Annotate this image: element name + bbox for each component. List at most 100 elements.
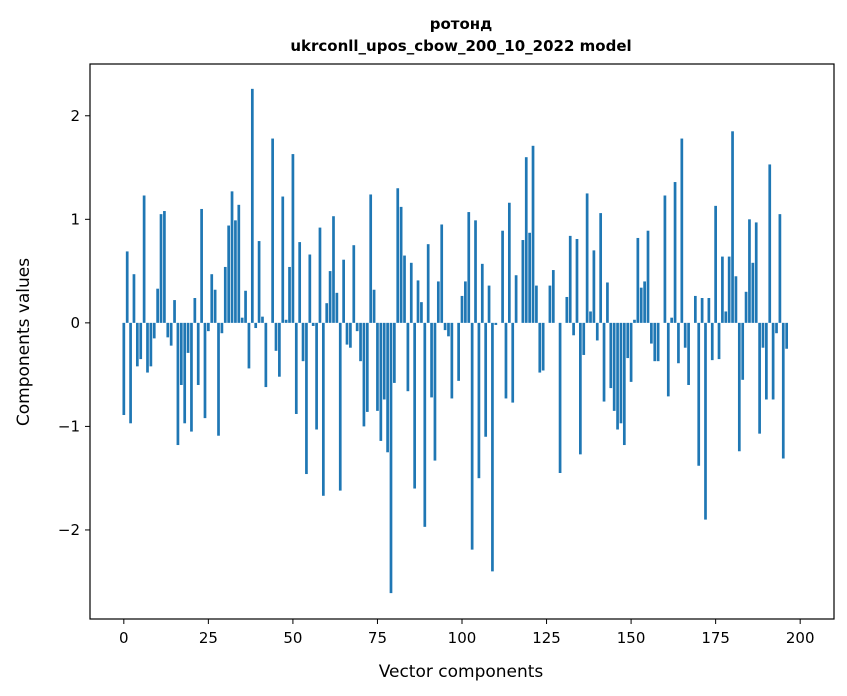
- bar-52: [298, 242, 302, 323]
- bar-30: [223, 266, 227, 323]
- bar-186: [751, 262, 755, 323]
- bar-60: [325, 303, 329, 323]
- bar-180: [731, 131, 734, 323]
- x-tick-label: 150: [617, 629, 646, 647]
- bar-193: [775, 322, 778, 334]
- bars-group: [122, 88, 789, 594]
- x-tick-label: 200: [786, 629, 815, 647]
- bar-127: [551, 270, 555, 323]
- x-tick-label: 50: [283, 629, 302, 647]
- bar-182: [737, 322, 741, 452]
- bar-74: [372, 289, 376, 323]
- bar-175: [714, 205, 717, 323]
- bar-11: [159, 214, 163, 323]
- bar-91: [430, 322, 433, 398]
- bar-196: [785, 322, 789, 349]
- bar-169: [693, 295, 697, 323]
- bar-34: [237, 204, 241, 323]
- bar-115: [511, 322, 515, 403]
- x-axis-label: Vector components: [379, 662, 544, 682]
- bar-82: [399, 206, 403, 323]
- bar-81: [396, 188, 400, 323]
- bar-72: [365, 322, 369, 412]
- bar-195: [781, 322, 785, 459]
- bar-148: [622, 322, 626, 446]
- bar-113: [504, 322, 508, 399]
- bar-4: [135, 322, 139, 367]
- y-axis-label: Components values: [14, 258, 34, 426]
- bar-37: [247, 322, 251, 369]
- bar-71: [362, 322, 366, 427]
- bar-45: [274, 322, 278, 351]
- bar-62: [332, 216, 335, 323]
- bar-163: [673, 182, 677, 323]
- y-tick-label: −2: [58, 521, 80, 539]
- bar-12: [163, 211, 166, 323]
- x-tick-label: 25: [199, 629, 218, 647]
- bar-13: [166, 322, 170, 338]
- bar-158: [656, 322, 660, 362]
- bar-109: [491, 322, 494, 572]
- x-tick-label: 75: [368, 629, 387, 647]
- bar-35: [240, 317, 244, 323]
- bar-6: [142, 195, 146, 323]
- bar-191: [768, 164, 772, 323]
- bar-105: [477, 322, 481, 479]
- bar-54: [305, 322, 308, 475]
- bar-116: [514, 275, 518, 323]
- bar-14: [169, 322, 173, 346]
- bar-108: [487, 285, 491, 323]
- bar-36: [244, 290, 247, 323]
- bar-147: [619, 322, 623, 424]
- bar-154: [643, 281, 646, 323]
- bar-53: [301, 322, 305, 362]
- bar-172: [704, 322, 707, 520]
- bar-144: [609, 322, 613, 389]
- bar-165: [680, 138, 684, 323]
- bar-162: [670, 317, 674, 323]
- bar-101: [464, 281, 467, 323]
- bar-161: [666, 322, 670, 397]
- bar-27: [213, 289, 217, 323]
- bar-1: [125, 251, 129, 323]
- x-tick-label: 0: [119, 629, 129, 647]
- bar-40: [257, 241, 261, 323]
- bar-194: [778, 214, 782, 323]
- bar-173: [707, 298, 711, 323]
- bar-136: [582, 322, 586, 355]
- bar-135: [579, 322, 582, 455]
- bar-57: [315, 322, 318, 430]
- bar-167: [687, 322, 690, 385]
- bar-118: [521, 240, 525, 323]
- bar-23: [200, 208, 203, 323]
- bar-15: [173, 300, 176, 323]
- bar-131: [565, 296, 569, 323]
- bar-152: [636, 237, 640, 323]
- bar-192: [771, 322, 775, 400]
- bar-132: [568, 235, 572, 323]
- bar-8: [149, 322, 153, 367]
- bar-166: [683, 322, 687, 348]
- bar-61: [328, 271, 332, 323]
- bar-3: [132, 274, 136, 323]
- bar-114: [507, 202, 511, 323]
- bar-51: [294, 322, 298, 414]
- bar-112: [501, 230, 504, 323]
- bar-106: [480, 263, 484, 323]
- bar-171: [700, 298, 704, 323]
- bar-84: [406, 322, 410, 392]
- bar-137: [585, 193, 589, 323]
- y-tick-label: −1: [58, 417, 80, 435]
- bar-104: [474, 220, 477, 323]
- bar-164: [677, 322, 680, 364]
- bar-67: [349, 322, 352, 348]
- y-tick-label: 0: [70, 314, 80, 332]
- bar-185: [748, 219, 751, 323]
- x-tick-label: 125: [532, 629, 561, 647]
- bar-178: [724, 311, 728, 323]
- bar-97: [450, 322, 454, 399]
- bar-123: [538, 322, 542, 373]
- y-tick-label: 2: [70, 107, 80, 125]
- bar-24: [203, 322, 207, 419]
